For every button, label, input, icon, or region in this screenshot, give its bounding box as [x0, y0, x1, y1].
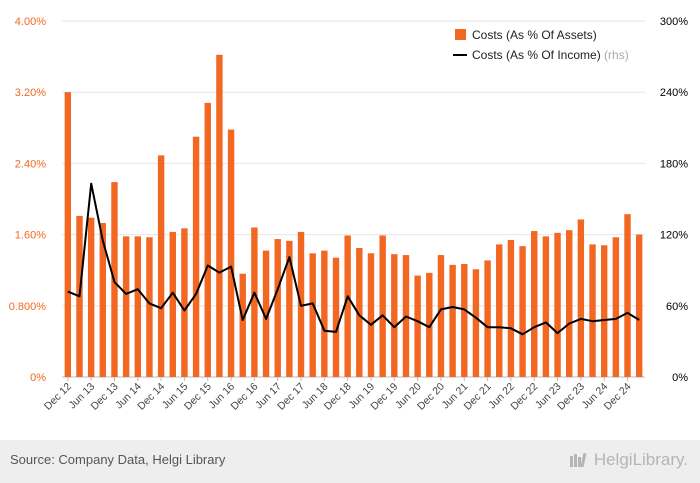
brand-logo[interactable]: HelgiLibrary. — [569, 450, 688, 470]
bar — [589, 244, 596, 377]
bar — [391, 254, 398, 377]
library-books-icon — [569, 452, 587, 468]
bar — [146, 237, 153, 377]
bar — [554, 232, 561, 377]
bar — [600, 245, 608, 377]
bar — [134, 236, 141, 377]
bar — [577, 219, 585, 377]
series-line — [67, 182, 640, 336]
bar — [542, 236, 550, 377]
bar — [332, 257, 340, 377]
y-right-tick-label: 120% — [660, 230, 688, 242]
y-right-tick-label: 300% — [660, 16, 688, 28]
bar — [624, 214, 631, 377]
bar — [426, 272, 433, 377]
bar — [367, 253, 375, 377]
bar — [251, 227, 258, 377]
y-right-tick-label: 0% — [672, 372, 688, 384]
y-right-tick-label: 60% — [666, 301, 688, 313]
bar — [309, 253, 316, 377]
y-left-tick-label: 2.40% — [15, 158, 46, 170]
bar — [519, 246, 526, 377]
bar — [566, 230, 573, 377]
bar — [437, 255, 445, 377]
bar — [531, 231, 538, 377]
chart: 0% 0% 0.800% 60% 1.60% 120% 2.40% 180% 3.20% 240%… — [9, 16, 689, 413]
legend-line-label: Costs (As % Of Income) (rhs) — [472, 48, 629, 62]
bar — [204, 102, 211, 377]
bar — [262, 250, 270, 377]
bar — [216, 54, 223, 377]
bar — [472, 269, 480, 377]
bar — [321, 250, 328, 377]
bar — [181, 228, 188, 377]
y-left-tick-label: 1.60% — [15, 230, 46, 242]
bar — [64, 92, 72, 377]
legend-line-suffix: (rhs) — [604, 48, 629, 62]
y-left-tick-label: 3.20% — [15, 87, 46, 99]
bar — [286, 240, 293, 377]
bar — [227, 129, 235, 377]
bar — [344, 235, 351, 377]
bar — [414, 275, 421, 377]
source-note: Source: Company Data, Helgi Library — [10, 452, 226, 467]
chart-svg: 0% 0% 0.800% 60% 1.60% 120% 2.40% 180% 3.20% 240%… — [9, 16, 689, 413]
bar — [122, 236, 130, 377]
footer: Source: Company Data, Helgi Library Helg… — [0, 440, 700, 483]
bar — [239, 273, 246, 377]
bar — [484, 260, 491, 377]
y-right-tick-label: 240% — [660, 87, 688, 99]
bar — [449, 264, 456, 377]
bar — [192, 136, 200, 377]
bar — [507, 239, 515, 377]
bar — [87, 217, 95, 377]
bar — [461, 263, 468, 377]
bar — [496, 244, 503, 377]
bar — [169, 231, 176, 377]
bar — [379, 235, 386, 377]
bar — [274, 239, 281, 377]
bar — [99, 223, 107, 377]
legend-bar-label: Costs (As % Of Assets) — [472, 28, 597, 42]
bar — [157, 155, 165, 377]
bar — [635, 234, 643, 377]
legend: Costs (As % Of Assets) Costs (As % Of Inc… — [453, 28, 629, 62]
x-tick-label: Dec 12 — [42, 381, 74, 413]
y-left-tick-label: 0.800% — [9, 301, 47, 313]
bar — [612, 237, 620, 377]
legend-bar-swatch — [455, 29, 466, 40]
y-left-tick-label: 0% — [30, 372, 46, 384]
brand-name: HelgiLibrary. — [593, 450, 688, 469]
y-right-tick-label: 180% — [660, 158, 688, 170]
y-left-tick-label: 4.00% — [15, 16, 46, 28]
bar — [356, 247, 363, 377]
